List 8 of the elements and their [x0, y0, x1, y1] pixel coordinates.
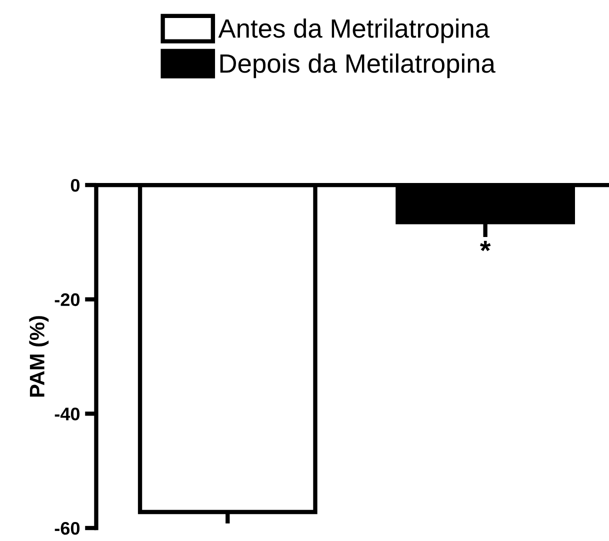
y-tick-label: -60 [54, 522, 80, 535]
y-tick-label: 0 [70, 178, 80, 192]
y-tick-label: -20 [54, 293, 80, 306]
y-axis-title: PAM (%) [29, 316, 49, 397]
annotation: * [480, 240, 491, 252]
legend-label: Antes da Metrilatropina [218, 18, 490, 44]
y-tick-label: -40 [54, 408, 80, 420]
legend-label: Depois da Metilatropina [220, 54, 496, 78]
